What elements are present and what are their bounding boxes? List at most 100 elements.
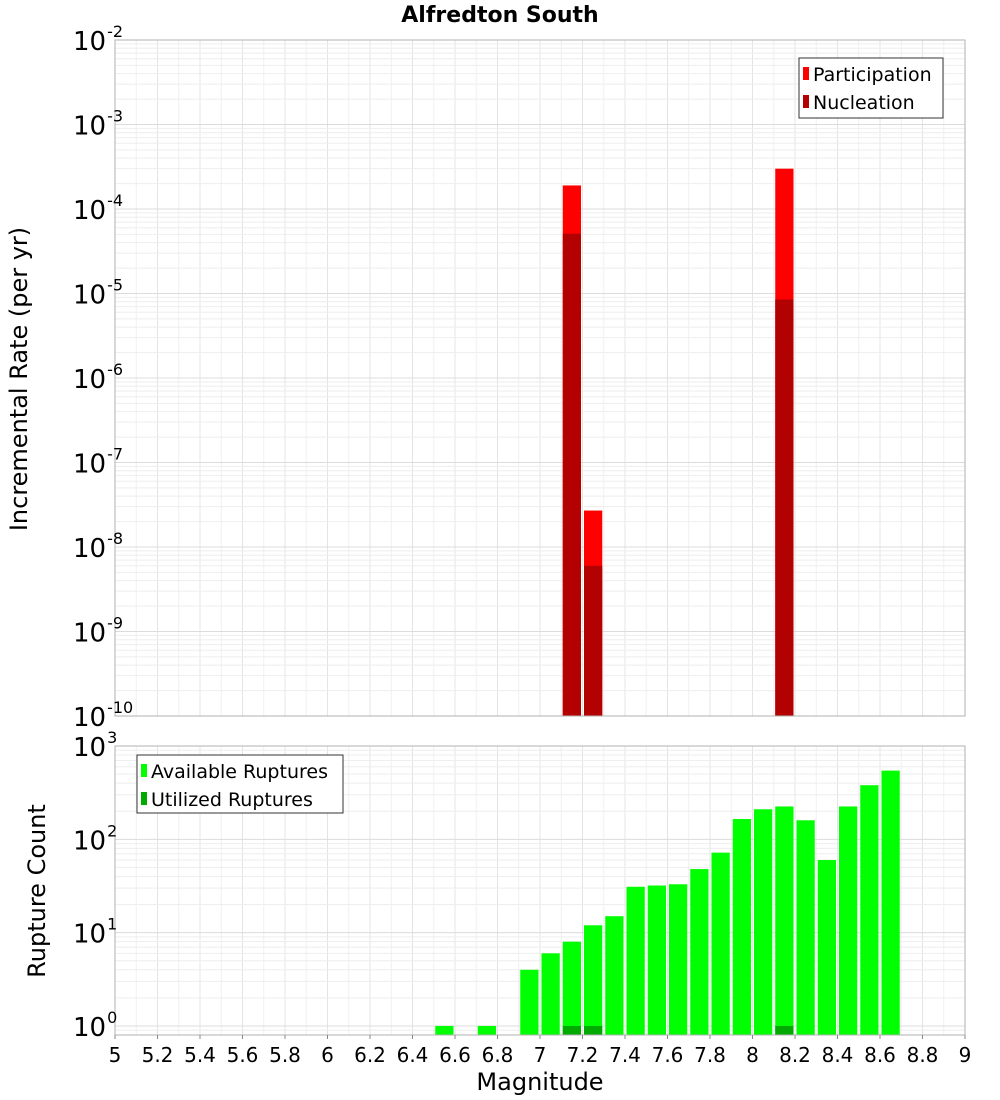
- x-tick-label: 7.6: [652, 1043, 684, 1067]
- y-tick-exponent: 3: [107, 728, 117, 747]
- count-panel-x-ticks: 5 5.2 5.4 5.6 5.8 6 6.2 6.4 6.6 6.8 7 7.2 7.4 7.6 7.8 8…: [109, 1035, 972, 1067]
- bar-available-ruptures: [775, 806, 794, 1035]
- bar-available-ruptures: [796, 820, 815, 1035]
- legend-label: Participation: [813, 64, 932, 86]
- y-tick-base: 10: [73, 112, 106, 142]
- y-tick-label: 10-7: [73, 445, 123, 480]
- y-tick-label: 103: [73, 728, 117, 763]
- x-tick-label: 6.6: [439, 1043, 471, 1067]
- bar-available-ruptures: [435, 1025, 454, 1035]
- x-tick-label: 8: [746, 1043, 759, 1067]
- bar-available-ruptures: [584, 925, 603, 1035]
- bar-available-ruptures: [839, 806, 858, 1035]
- legend-swatch: [803, 67, 809, 80]
- y-tick-base: 10: [73, 27, 106, 57]
- y-tick-exponent: 1: [107, 915, 117, 934]
- rate-panel-bars: [562, 168, 794, 717]
- y-tick-exponent: -4: [107, 191, 123, 210]
- y-tick-base: 10: [73, 703, 106, 733]
- y-tick-label: 100: [73, 1008, 117, 1043]
- x-tick-label: 7.2: [567, 1043, 599, 1067]
- x-tick-label: 5: [109, 1043, 122, 1067]
- x-tick-label: 8.6: [864, 1043, 896, 1067]
- rate-panel-y-axis-label: Incremental Rate (per yr): [5, 227, 33, 531]
- bar-available-ruptures: [477, 1025, 496, 1035]
- x-tick-label: 6.2: [354, 1043, 386, 1067]
- bar-nucleation: [584, 565, 603, 716]
- chart-title: Alfredton South: [401, 3, 598, 28]
- legend-box: [136, 754, 344, 814]
- y-tick-label: 10-10: [73, 698, 133, 733]
- y-tick-exponent: -10: [107, 698, 133, 717]
- bar-available-ruptures: [605, 916, 624, 1035]
- bar-available-ruptures: [860, 785, 879, 1035]
- y-tick-exponent: -3: [107, 107, 123, 126]
- bar-nucleation: [775, 299, 794, 716]
- rate-panel-legend: Participation Nucleation: [798, 57, 944, 119]
- legend-swatch: [141, 792, 147, 805]
- y-tick-base: 10: [73, 619, 106, 649]
- y-tick-exponent: -9: [107, 614, 123, 633]
- x-tick-label: 5.4: [184, 1043, 216, 1067]
- y-tick-exponent: 0: [107, 1008, 117, 1027]
- y-tick-base: 10: [73, 450, 106, 480]
- y-tick-exponent: 2: [107, 821, 117, 840]
- bar-available-ruptures: [690, 869, 709, 1035]
- x-tick-label: 9: [959, 1043, 972, 1067]
- y-tick-base: 10: [73, 733, 106, 763]
- x-tick-label: 5.8: [269, 1043, 301, 1067]
- x-axis-label: Magnitude: [476, 1068, 603, 1096]
- x-tick-label: 8.2: [779, 1043, 811, 1067]
- y-tick-exponent: -7: [107, 445, 123, 464]
- x-tick-label: 8.8: [907, 1043, 939, 1067]
- y-tick-label: 10-8: [73, 529, 123, 564]
- bar-available-ruptures: [711, 852, 730, 1035]
- y-tick-label: 101: [73, 915, 117, 950]
- count-panel-y-axis-label: Rupture Count: [23, 804, 51, 978]
- bar-available-ruptures: [562, 941, 581, 1035]
- bar-available-ruptures: [520, 969, 539, 1035]
- bar-available-ruptures: [881, 770, 900, 1035]
- bar-available-ruptures: [817, 860, 836, 1035]
- y-tick-base: 10: [73, 534, 106, 564]
- y-tick-label: 10-2: [73, 22, 123, 57]
- x-tick-label: 7: [534, 1043, 547, 1067]
- legend-box: [798, 57, 944, 119]
- bar-available-ruptures: [626, 886, 645, 1035]
- y-tick-label: 10-9: [73, 614, 123, 649]
- bar-utilized-ruptures: [562, 1025, 581, 1035]
- y-tick-label: 102: [73, 821, 117, 856]
- legend-swatch: [803, 95, 809, 108]
- bar-utilized-ruptures: [775, 1025, 794, 1035]
- count-panel-bars: [435, 770, 900, 1035]
- x-tick-label: 5.2: [142, 1043, 174, 1067]
- y-tick-exponent: -8: [107, 529, 123, 548]
- legend-swatch: [141, 764, 147, 777]
- bar-utilized-ruptures: [584, 1025, 603, 1035]
- x-tick-label: 6.4: [397, 1043, 429, 1067]
- count-panel-legend: Available Ruptures Utilized Ruptures: [136, 754, 344, 814]
- y-tick-base: 10: [73, 281, 106, 311]
- bar-available-ruptures: [541, 953, 560, 1035]
- rate-panel-frame: [114, 39, 966, 717]
- x-tick-label: 7.4: [609, 1043, 641, 1067]
- y-tick-exponent: -2: [107, 22, 123, 41]
- y-tick-label: 10-4: [73, 191, 123, 226]
- legend-label: Available Ruptures: [151, 761, 328, 783]
- legend-label: Nucleation: [813, 92, 915, 114]
- y-tick-base: 10: [73, 1013, 106, 1043]
- y-tick-exponent: -5: [107, 276, 123, 295]
- y-tick-base: 10: [73, 920, 106, 950]
- rate-panel-grid: [114, 39, 966, 717]
- x-tick-label: 8.4: [822, 1043, 854, 1067]
- y-tick-exponent: -6: [107, 360, 123, 379]
- bar-available-ruptures: [669, 884, 688, 1035]
- legend-label: Utilized Ruptures: [151, 789, 313, 811]
- bar-available-ruptures: [732, 819, 751, 1035]
- x-tick-label: 7.8: [694, 1043, 726, 1067]
